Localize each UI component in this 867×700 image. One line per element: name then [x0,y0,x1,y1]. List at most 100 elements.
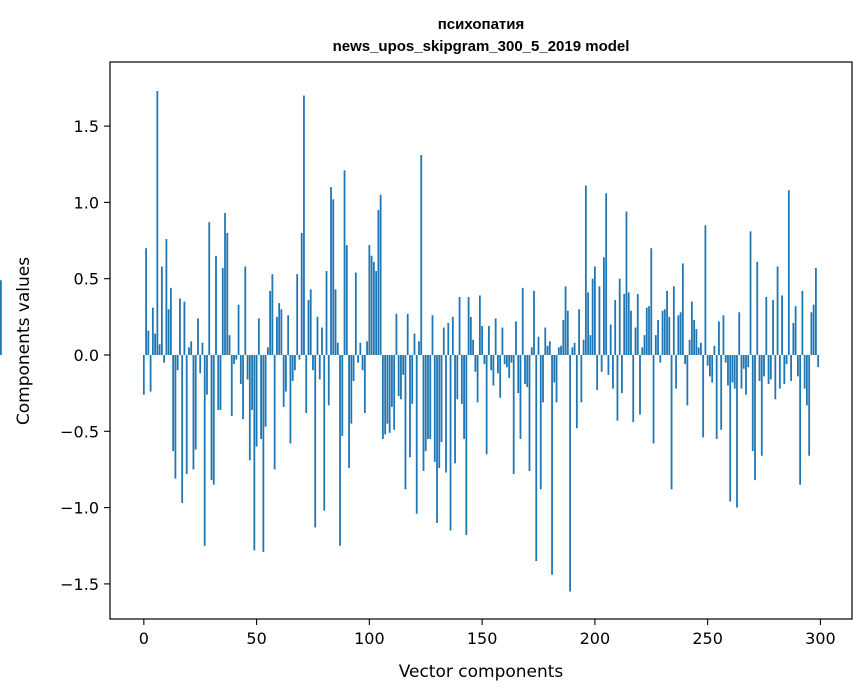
bar-189 [569,355,571,592]
bar-67 [294,355,296,371]
bar-92 [350,355,353,424]
bar-75 [312,355,314,371]
bar-61 [280,309,283,355]
bar-85 [334,289,337,355]
bar-221 [641,347,644,355]
x-tick-label: 150 [467,629,498,648]
y-axis-label: Components values [14,257,34,425]
bar-180 [548,341,551,355]
bar-89 [343,170,346,355]
bar-25 [199,355,202,374]
bar-77 [316,316,319,355]
bar-265 [740,355,743,389]
bar-248 [702,355,705,438]
bar-139 [456,355,459,400]
bar-11 [167,309,170,355]
bar-53 [262,355,265,552]
bar-169 [524,355,526,384]
bar-287 [790,355,792,381]
bar-258 [724,355,727,363]
bar-176 [539,355,542,490]
bar-270 [751,355,754,452]
bar-276 [765,297,768,355]
bar-175 [537,336,540,355]
bar-32 [215,255,217,355]
bar-94 [354,272,357,355]
x-axis-label: Vector components [399,662,564,682]
bar-37 [226,232,229,355]
bar-135 [447,322,450,355]
bar-182 [553,355,556,383]
bar-150 [481,326,484,355]
bar-161 [506,355,508,368]
bar-41 [235,355,238,360]
bar-269 [749,231,752,355]
bar-179 [546,345,549,355]
bar-204 [603,257,605,355]
bar-299 [817,355,820,368]
bar-197 [587,292,590,355]
bar-1 [145,248,147,355]
bar-87 [339,355,341,546]
bar-121 [415,355,418,514]
y-tick-label: 0.5 [74,270,99,289]
bar-107 [384,355,387,435]
bar-172 [530,347,533,355]
bar-84 [332,199,335,355]
bar-20 [188,347,190,355]
bar-254 [715,355,718,439]
bar-255 [718,321,720,355]
bar-116 [404,355,407,490]
bar-48 [251,355,253,410]
bar-186 [562,319,565,355]
bar-162 [508,355,511,378]
bar-165 [515,321,517,355]
bar-96 [359,342,362,355]
bar-181 [551,355,553,575]
bar-167 [519,355,522,439]
bar-127 [429,355,432,439]
x-tick-label: 300 [805,629,836,648]
bar-68 [296,274,299,355]
bar-71 [303,95,305,355]
bar-60 [278,303,281,355]
bar-17 [181,355,184,504]
bar-131 [438,355,441,468]
bar-90 [345,245,348,355]
bar-102 [372,261,375,355]
bar-45 [244,266,247,355]
bar-174 [535,355,538,562]
bar-260 [729,355,732,502]
bar-159 [501,327,504,355]
bar-202 [598,286,601,355]
bar-210 [616,355,619,421]
bar-212 [621,355,623,394]
bar-82 [327,355,330,406]
bar-132 [440,355,443,442]
bar-220 [639,355,641,415]
bar-296 [810,312,813,355]
bar-119 [411,355,414,404]
bar-140 [458,297,461,355]
bar-56 [269,290,272,355]
y-tick-label: 1.5 [74,117,99,136]
bar-123 [420,155,423,355]
bar-228 [657,319,659,355]
bar-240 [684,355,686,365]
bar-163 [510,355,513,363]
bar-133 [442,327,445,355]
bar-190 [571,347,574,355]
bar-112 [395,313,398,355]
bar-282 [778,355,781,389]
y-tick-label: −0.5 [60,422,99,441]
bar-261 [731,355,734,383]
bar-222 [643,335,646,355]
bar-52 [260,355,262,439]
bar-3 [149,355,152,392]
bar-118 [409,355,411,458]
bar-158 [499,355,502,398]
chart-subtitle: news_upos_skipgram_300_5_2019 model [333,38,630,55]
bar-104 [377,210,380,355]
bar-143 [465,355,468,536]
bar-24 [197,318,199,355]
